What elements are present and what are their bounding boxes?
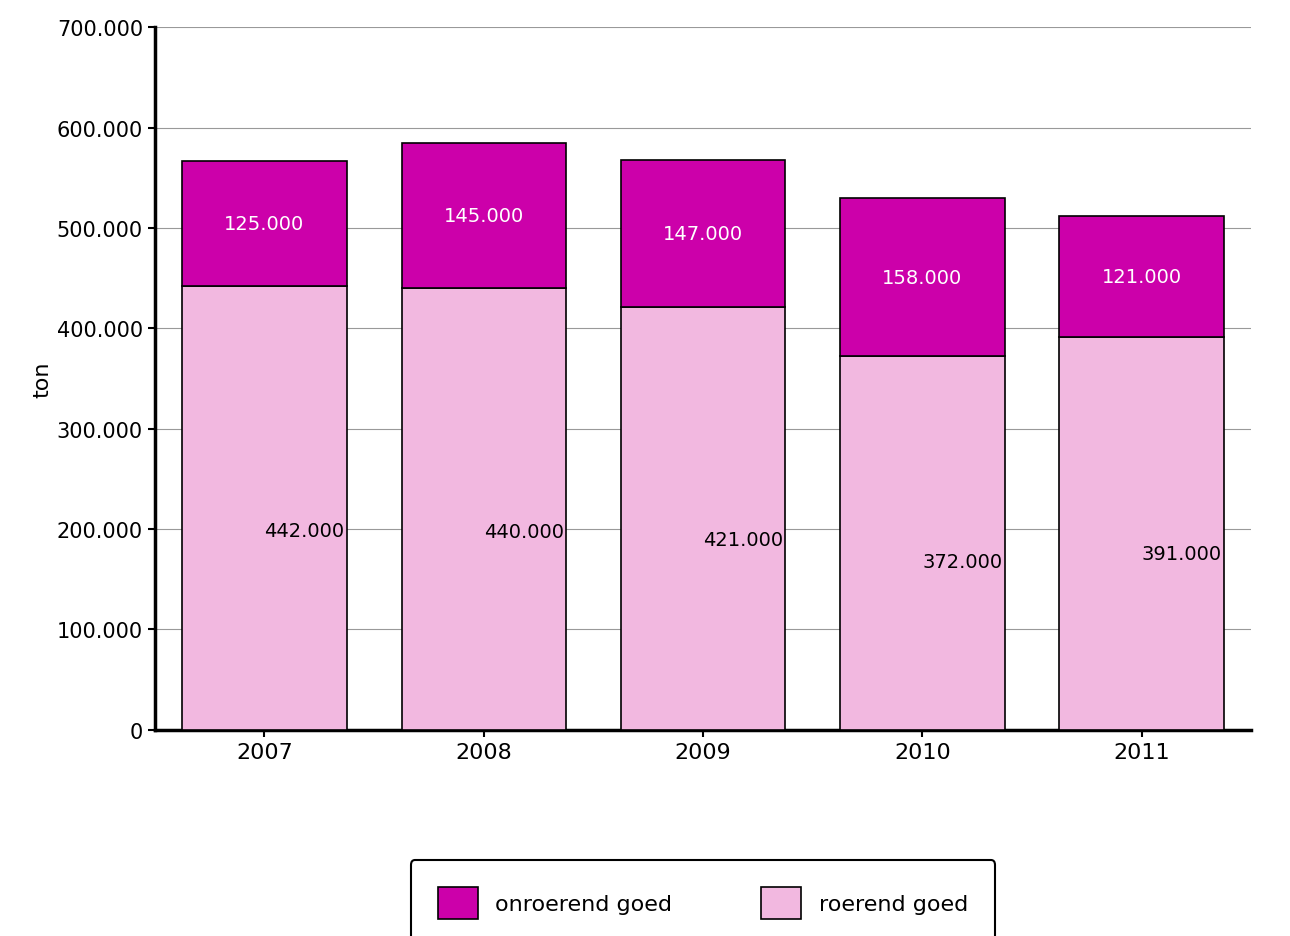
Y-axis label: ton: ton [32,361,53,397]
Text: 145.000: 145.000 [444,207,524,226]
Text: 391.000: 391.000 [1142,544,1222,563]
Bar [840,198,1005,357]
Text: 421.000: 421.000 [703,531,783,549]
Text: 442.000: 442.000 [264,521,344,540]
Text: 147.000: 147.000 [663,225,743,243]
Bar [1059,338,1224,730]
Bar [401,289,566,730]
Bar [182,286,347,730]
Text: 372.000: 372.000 [922,553,1002,572]
Bar [840,357,1005,730]
Bar [1059,216,1224,338]
Bar [620,160,786,308]
Text: 125.000: 125.000 [224,214,304,234]
Legend: onroerend goed, roerend goed: onroerend goed, roerend goed [412,860,995,936]
Bar [620,308,786,730]
Text: 121.000: 121.000 [1102,268,1182,286]
Text: 158.000: 158.000 [882,269,962,287]
Bar [182,161,347,286]
Bar [401,143,566,289]
Text: 440.000: 440.000 [484,522,564,541]
